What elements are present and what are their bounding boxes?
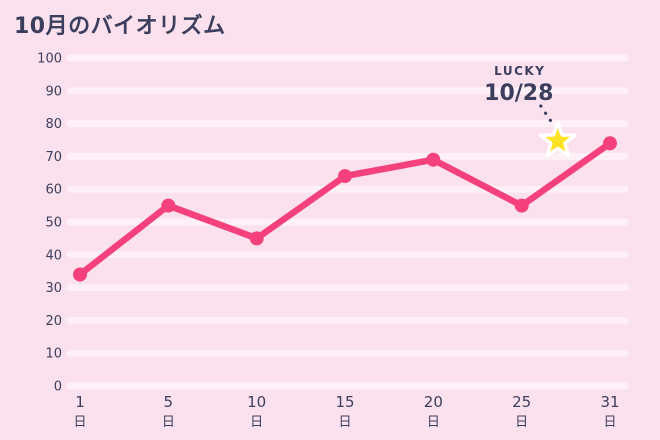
x-tick-suffix: 日 — [427, 415, 440, 430]
y-tick-label: 30 — [45, 281, 62, 296]
leader-dots — [539, 104, 555, 126]
x-tick-suffix: 日 — [338, 415, 351, 430]
x-tick-suffix: 日 — [73, 415, 86, 430]
y-tick-label: 40 — [45, 248, 62, 263]
data-point — [514, 198, 529, 213]
y-tick-label: 70 — [45, 150, 62, 165]
x-tick-label: 31 — [600, 393, 619, 411]
x-tick-suffix: 日 — [250, 415, 263, 430]
data-point — [249, 231, 264, 246]
x-tick-label: 1 — [75, 393, 85, 411]
x-tick-label: 5 — [164, 393, 174, 411]
x-tick-suffix: 日 — [515, 415, 528, 430]
x-tick-label: 20 — [424, 393, 443, 411]
data-point — [603, 136, 617, 151]
y-tick-label: 90 — [45, 84, 62, 99]
lucky-star-icon — [538, 121, 577, 158]
y-tick-label: 100 — [37, 52, 62, 67]
data-point — [426, 152, 441, 167]
x-tick-label: 15 — [335, 393, 354, 411]
y-tick-label: 10 — [45, 347, 62, 362]
data-point — [161, 198, 176, 213]
y-tick-label: 60 — [45, 183, 62, 198]
y-tick-label: 50 — [45, 216, 62, 231]
page-title: 10月のバイオリズム — [14, 14, 226, 39]
y-tick-label: 20 — [45, 314, 62, 329]
data-point — [338, 169, 352, 184]
lucky-label: LUCKY — [494, 64, 545, 78]
x-tick-label: 25 — [512, 393, 531, 411]
lucky-date: 10/28 — [484, 81, 553, 106]
y-tick-label: 0 — [54, 380, 62, 395]
x-tick-suffix: 日 — [162, 415, 175, 430]
y-tick-label: 80 — [45, 117, 62, 132]
x-tick-suffix: 日 — [603, 415, 616, 430]
data-point — [73, 267, 87, 282]
x-tick-label: 10 — [247, 393, 266, 411]
